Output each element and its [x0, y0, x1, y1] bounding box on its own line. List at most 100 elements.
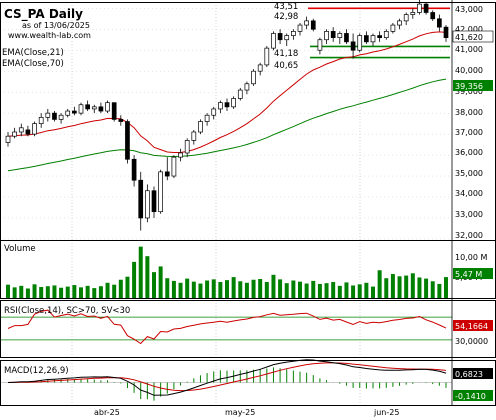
grid [0, 2, 452, 405]
level-label-1: 43,51 [274, 2, 298, 12]
volume-bar [39, 286, 44, 298]
volume-bar [25, 288, 30, 298]
candle-body [178, 152, 183, 158]
volume-bar [59, 287, 64, 298]
volume-bar [145, 256, 150, 298]
volume-bar [112, 284, 117, 298]
candle-body [383, 31, 389, 38]
candle-body [310, 20, 316, 30]
volume-bar [231, 277, 236, 298]
volume-bar [12, 287, 17, 298]
last-price-tag-box [452, 30, 494, 43]
panel-frames [0, 0, 496, 406]
candle-body [364, 35, 369, 43]
candlesticks [5, 0, 449, 231]
volume-bar [444, 277, 448, 298]
candle-body [390, 24, 396, 32]
volume-bar [397, 276, 402, 298]
ema70-tag-box [453, 80, 493, 91]
candle-body [138, 179, 144, 219]
volume-bar [437, 283, 442, 298]
volume-bar [298, 281, 302, 298]
rsi-title: RSI(Close,14), SC>70, SV<30 [4, 306, 130, 316]
volume-tag: 5,47 M [455, 270, 482, 279]
volume-bars [6, 246, 448, 298]
candle-body [131, 158, 137, 181]
volume-tag-box [453, 268, 493, 279]
rsi-tag: 54,1664 [455, 322, 488, 331]
volume-bar [284, 283, 289, 298]
candle-body [32, 123, 37, 135]
candle-body [224, 102, 230, 108]
volume-bar [364, 282, 369, 298]
volume-bar [371, 286, 375, 298]
candle-body [297, 24, 303, 32]
volume-bar [65, 286, 70, 298]
candle-body [277, 33, 283, 41]
volume-bar [79, 287, 83, 298]
volume-bar [158, 266, 163, 298]
rsi-series [0, 309, 452, 345]
level-label-2: 42,98 [274, 12, 298, 22]
candle-body [377, 35, 382, 38]
candle-body [430, 12, 436, 20]
volume-bar [218, 282, 223, 298]
candle-body [78, 104, 84, 114]
volume-bar [264, 282, 269, 298]
price-tick: 40,000 [455, 66, 483, 75]
candle-body [264, 47, 270, 66]
price-tick: 38,000 [455, 108, 483, 117]
candle-body [145, 190, 150, 219]
volume-bar [384, 278, 389, 298]
volume-bar [185, 278, 190, 298]
volume-bar [98, 286, 103, 298]
candle-body [350, 41, 356, 51]
rsi-tick: 30,0000 [455, 337, 488, 346]
volume-bar [251, 279, 256, 298]
x-label-abr: abr-25 [94, 408, 120, 417]
candle-body [171, 156, 177, 177]
candle-body [58, 114, 64, 120]
panel-frame [0, 360, 496, 406]
price-tick: 43,000 [455, 5, 483, 14]
candle-body [291, 31, 296, 36]
volume-bar [351, 285, 356, 298]
candle-body [45, 112, 51, 118]
macd-tag-box [453, 368, 493, 379]
rsi-tag-box [453, 320, 493, 331]
volume-bar [45, 286, 50, 298]
volume-title: Volume [4, 244, 36, 254]
candle-body [91, 106, 97, 110]
candle-body [437, 18, 442, 28]
candle-body [204, 114, 210, 122]
volume-bar [138, 246, 143, 298]
macd-hist-tag: -0,1410 [455, 392, 486, 401]
macd-tag: 0,6823 [455, 370, 483, 379]
volume-bar [344, 282, 349, 298]
candle-body [417, 3, 422, 13]
candle-body [65, 110, 71, 116]
price-tick: 39,000 [455, 87, 483, 96]
volume-bar [211, 279, 216, 298]
volume-bar [132, 261, 137, 298]
macd-signal-line [7, 362, 447, 392]
ema21-line [7, 31, 447, 153]
volume-bar [238, 281, 243, 298]
price-tick: 33,000 [455, 210, 483, 219]
candle-body [5, 135, 11, 143]
volume-bar [304, 283, 309, 298]
volume-bar [244, 282, 249, 298]
candle-body [158, 171, 163, 213]
x-label-may: may-25 [225, 408, 255, 417]
level-label-4: 40,65 [274, 61, 298, 71]
candle-body [111, 102, 117, 120]
candle-body [370, 35, 376, 43]
candle-body [72, 110, 77, 114]
candle-body [337, 33, 343, 38]
candle-body [38, 116, 44, 124]
volume-bar [404, 275, 409, 298]
volume-bar [317, 283, 322, 298]
candle-body [98, 106, 104, 112]
volume-bar [178, 282, 183, 298]
